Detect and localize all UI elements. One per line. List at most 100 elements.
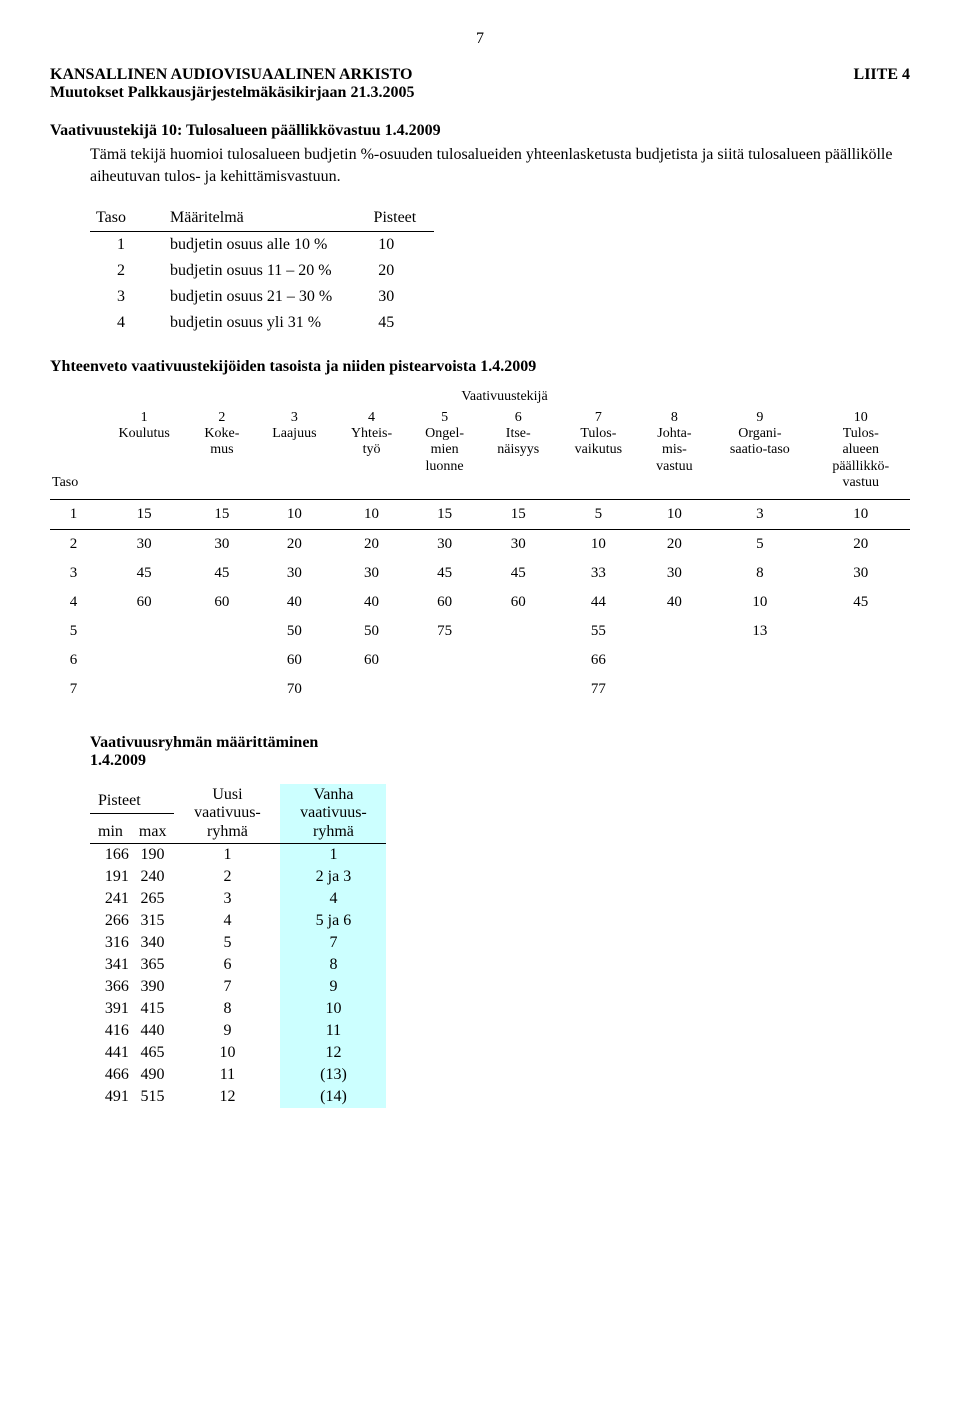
cell-vanha: 5 ja 6 bbox=[280, 910, 386, 932]
cell-value: 33 bbox=[556, 559, 640, 588]
header-subtitle: Muutokset Palkkausjärjestelmäkäsikirjaan… bbox=[50, 84, 910, 102]
cell-uusi: 4 bbox=[174, 910, 280, 932]
cell-value: 30 bbox=[409, 529, 480, 559]
cell-maaritelma: budjetin osuus 11 – 20 % bbox=[164, 258, 350, 284]
cell-value bbox=[708, 675, 811, 704]
cell-value: 10 bbox=[811, 499, 910, 529]
cell-value bbox=[641, 617, 709, 646]
cell-taso: 5 bbox=[50, 617, 99, 646]
summary-col-header: 2Koke-mus bbox=[189, 407, 254, 499]
table-row: 16619011 bbox=[90, 843, 386, 866]
gs-th-uusi: Uusivaativuus-ryhmä bbox=[174, 784, 280, 844]
cell-value bbox=[99, 675, 189, 704]
cell-maaritelma: budjetin osuus 21 – 30 % bbox=[164, 284, 350, 310]
summary-col-header: 6Itse-näisyys bbox=[480, 407, 556, 499]
cell-value: 45 bbox=[480, 559, 556, 588]
cell-value: 10 bbox=[255, 499, 335, 529]
cell-uusi: 5 bbox=[174, 932, 280, 954]
cell-value: 30 bbox=[189, 529, 254, 559]
cell-value bbox=[409, 675, 480, 704]
cell-vanha: 7 bbox=[280, 932, 386, 954]
cell-uusi: 12 bbox=[174, 1086, 280, 1108]
cell-min: 341 bbox=[90, 954, 131, 976]
cell-value: 10 bbox=[556, 529, 640, 559]
cell-value: 5 bbox=[556, 499, 640, 529]
cell-value: 15 bbox=[480, 499, 556, 529]
cell-max: 340 bbox=[131, 932, 175, 954]
summary-col-header: 3Laajuus bbox=[255, 407, 335, 499]
cell-pisteet: 30 bbox=[350, 284, 434, 310]
summary-col-header: 7Tulos-vaikutus bbox=[556, 407, 640, 499]
cell-pisteet: 10 bbox=[350, 232, 434, 259]
cell-min: 316 bbox=[90, 932, 131, 954]
cell-value: 30 bbox=[641, 559, 709, 588]
cell-uusi: 6 bbox=[174, 954, 280, 976]
cell-value bbox=[189, 617, 254, 646]
cell-value: 60 bbox=[99, 588, 189, 617]
cell-value: 8 bbox=[708, 559, 811, 588]
cell-value: 10 bbox=[641, 499, 709, 529]
summary-col-header: 8Johta-mis-vastuu bbox=[641, 407, 709, 499]
cell-value: 60 bbox=[409, 588, 480, 617]
cell-min: 391 bbox=[90, 998, 131, 1020]
cell-min: 416 bbox=[90, 1020, 131, 1042]
gs-th-max: max bbox=[131, 813, 175, 843]
cell-taso: 1 bbox=[90, 232, 164, 259]
summary-taso-label: Taso bbox=[50, 407, 99, 499]
cell-value: 20 bbox=[334, 529, 409, 559]
cell-vanha: 10 bbox=[280, 998, 386, 1020]
cell-value: 45 bbox=[99, 559, 189, 588]
cell-max: 515 bbox=[131, 1086, 175, 1108]
cell-value: 15 bbox=[189, 499, 254, 529]
cell-taso: 4 bbox=[90, 310, 164, 336]
cell-min: 241 bbox=[90, 888, 131, 910]
levels-th-pisteet: Pisteet bbox=[350, 205, 434, 232]
table-row: 26631545 ja 6 bbox=[90, 910, 386, 932]
cell-value: 30 bbox=[480, 529, 556, 559]
cell-value: 50 bbox=[334, 617, 409, 646]
table-row: 19124022 ja 3 bbox=[90, 866, 386, 888]
cell-maaritelma: budjetin osuus alle 10 % bbox=[164, 232, 350, 259]
cell-value bbox=[811, 646, 910, 675]
cell-max: 240 bbox=[131, 866, 175, 888]
table-row: 4414651012 bbox=[90, 1042, 386, 1064]
cell-value: 55 bbox=[556, 617, 640, 646]
cell-vanha: 8 bbox=[280, 954, 386, 976]
gs-th-min: min bbox=[90, 813, 131, 843]
cell-value: 44 bbox=[556, 588, 640, 617]
cell-value: 3 bbox=[708, 499, 811, 529]
cell-value bbox=[641, 646, 709, 675]
cell-value: 30 bbox=[99, 529, 189, 559]
cell-value: 66 bbox=[556, 646, 640, 675]
summary-table: Vaativuustekijä Taso 1Koulutus2Koke-mus3… bbox=[50, 386, 910, 704]
cell-max: 365 bbox=[131, 954, 175, 976]
cell-value: 45 bbox=[409, 559, 480, 588]
levels-th-maaritelma: Määritelmä bbox=[164, 205, 350, 232]
cell-vanha: (13) bbox=[280, 1064, 386, 1086]
cell-max: 265 bbox=[131, 888, 175, 910]
cell-value: 10 bbox=[334, 499, 409, 529]
cell-vanha: 9 bbox=[280, 976, 386, 998]
cell-value: 10 bbox=[708, 588, 811, 617]
cell-value: 20 bbox=[255, 529, 335, 559]
table-row: 24126534 bbox=[90, 888, 386, 910]
cell-value bbox=[189, 646, 254, 675]
table-row: 416440911 bbox=[90, 1020, 386, 1042]
cell-uusi: 1 bbox=[174, 843, 280, 866]
cell-min: 266 bbox=[90, 910, 131, 932]
cell-value bbox=[708, 646, 811, 675]
cell-vanha: 2 ja 3 bbox=[280, 866, 386, 888]
cell-taso: 3 bbox=[90, 284, 164, 310]
cell-value: 77 bbox=[556, 675, 640, 704]
table-row: 6606066 bbox=[50, 646, 910, 675]
cell-max: 390 bbox=[131, 976, 175, 998]
cell-value: 30 bbox=[811, 559, 910, 588]
table-row: 3budjetin osuus 21 – 30 %30 bbox=[90, 284, 434, 310]
cell-min: 191 bbox=[90, 866, 131, 888]
cell-taso: 6 bbox=[50, 646, 99, 675]
table-row: 46649011(13) bbox=[90, 1064, 386, 1086]
cell-max: 190 bbox=[131, 843, 175, 866]
table-row: 34545303045453330830 bbox=[50, 559, 910, 588]
gs-th-pisteet: Pisteet bbox=[90, 784, 174, 814]
cell-uusi: 7 bbox=[174, 976, 280, 998]
